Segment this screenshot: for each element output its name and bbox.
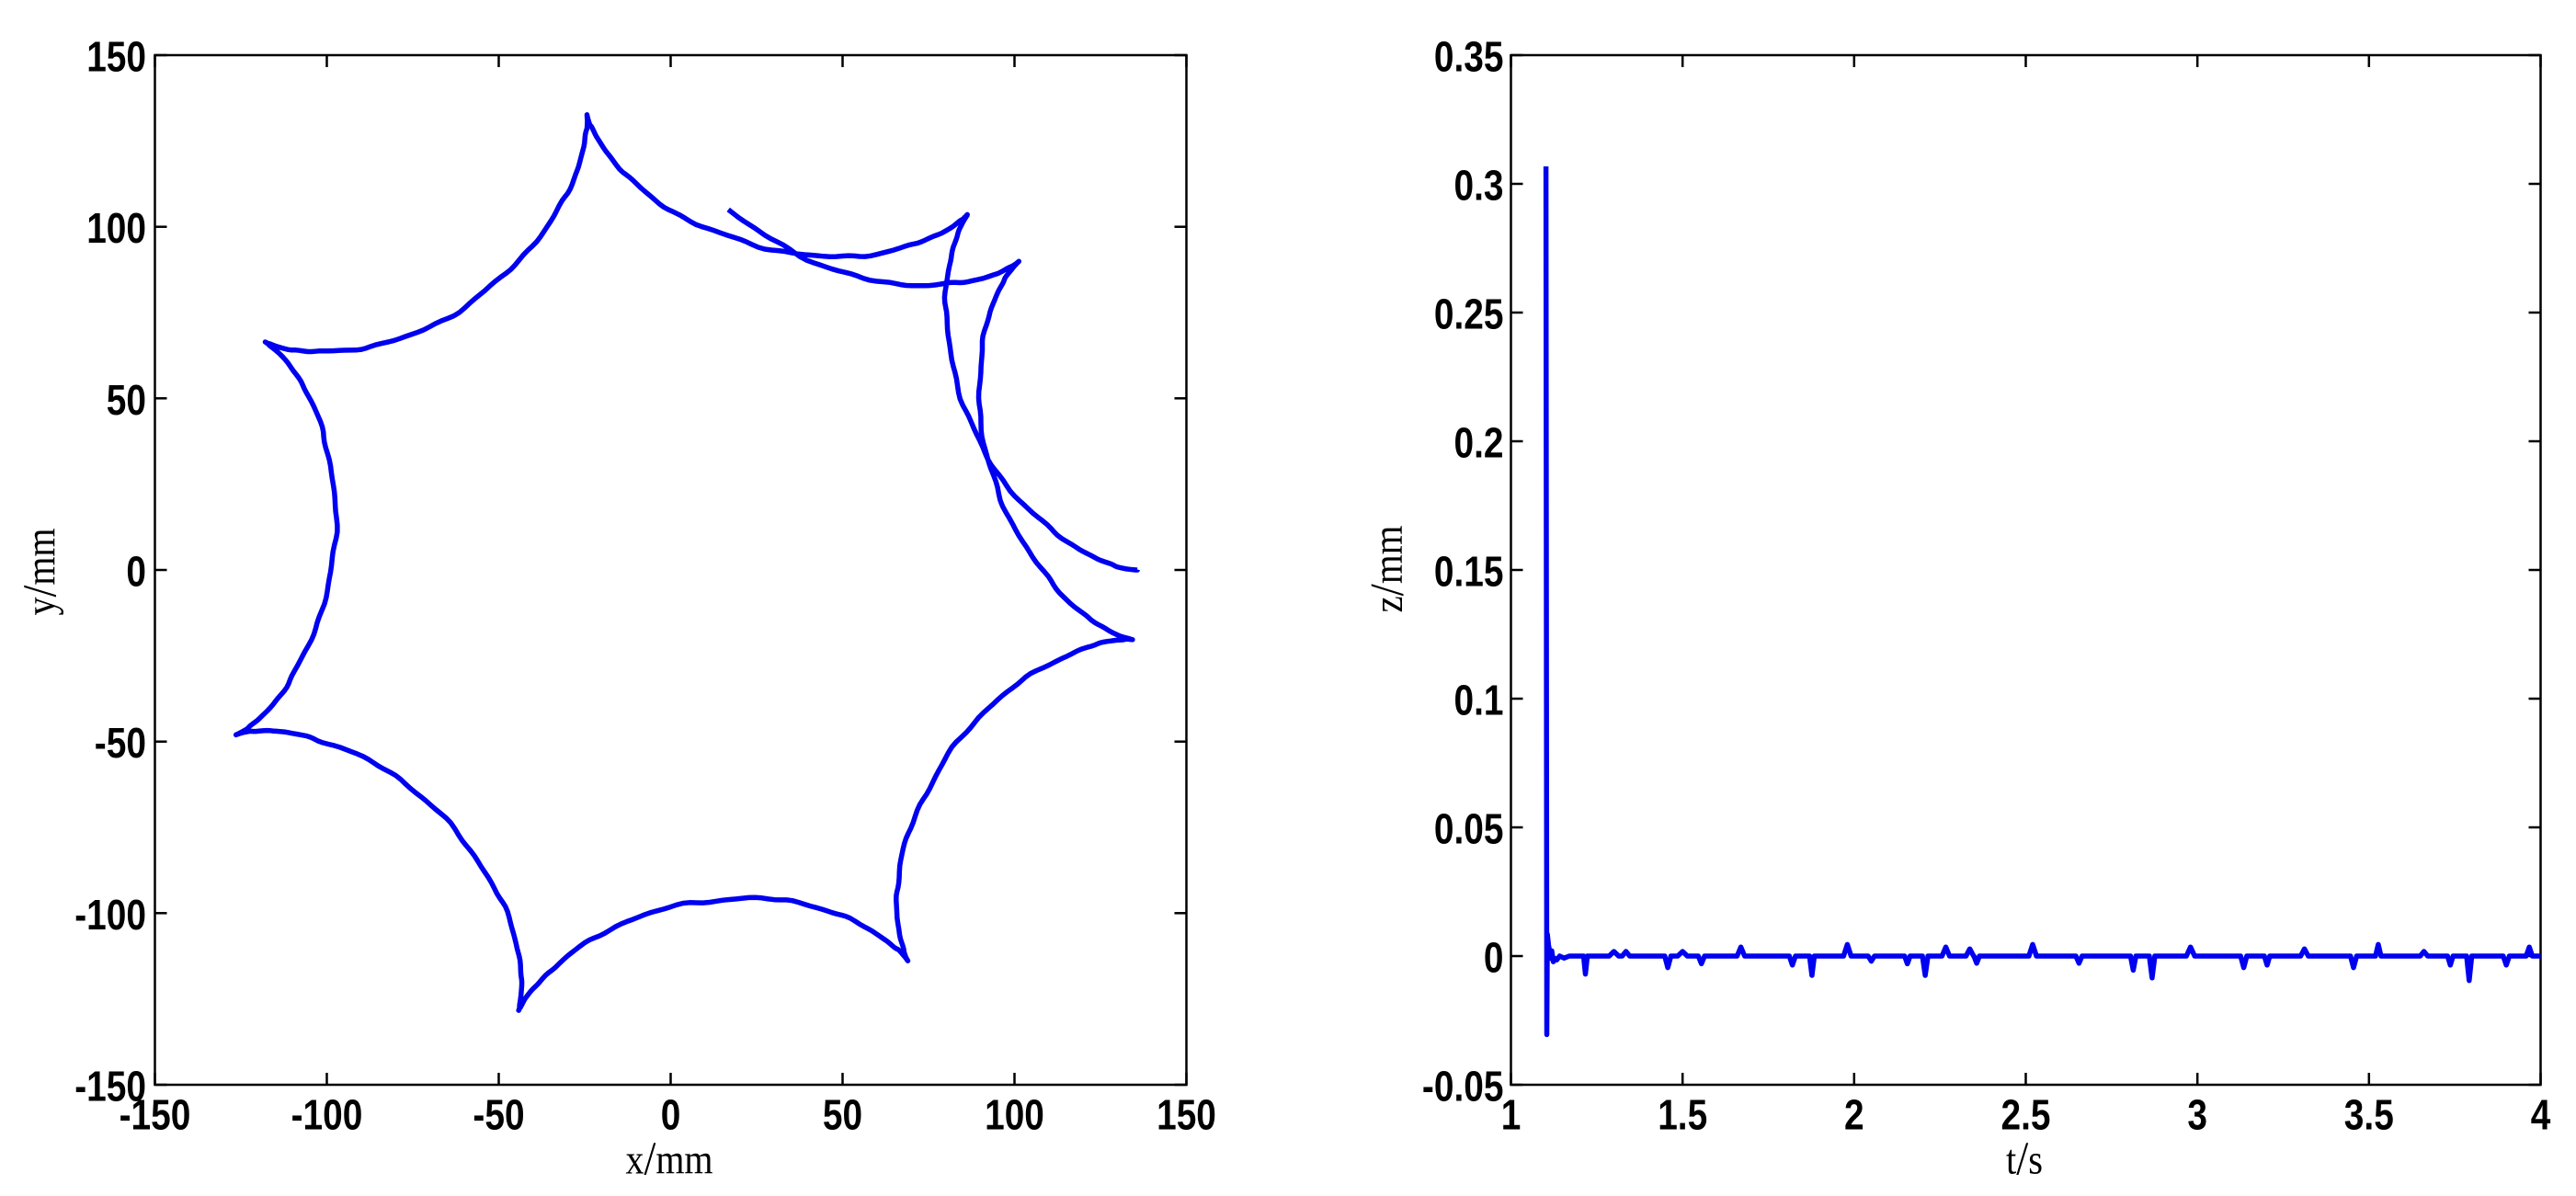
svg-text:2: 2 bbox=[1844, 1091, 1864, 1139]
svg-text:0.05: 0.05 bbox=[1434, 805, 1504, 853]
svg-text:3: 3 bbox=[2187, 1091, 2207, 1139]
svg-text:z/mm: z/mm bbox=[1362, 526, 1414, 613]
svg-text:150: 150 bbox=[1157, 1091, 1216, 1139]
svg-text:0: 0 bbox=[126, 548, 146, 596]
svg-text:50: 50 bbox=[823, 1091, 862, 1139]
svg-text:-0.05: -0.05 bbox=[1422, 1063, 1504, 1111]
svg-text:50: 50 bbox=[107, 376, 146, 424]
svg-text:4: 4 bbox=[2531, 1091, 2551, 1139]
svg-text:0.25: 0.25 bbox=[1434, 290, 1504, 338]
svg-text:0.15: 0.15 bbox=[1434, 548, 1504, 596]
svg-text:1.5: 1.5 bbox=[1658, 1091, 1707, 1139]
svg-text:-150: -150 bbox=[74, 1063, 146, 1111]
svg-text:0.35: 0.35 bbox=[1434, 33, 1504, 81]
svg-text:150: 150 bbox=[86, 33, 146, 81]
svg-text:0.3: 0.3 bbox=[1454, 162, 1504, 210]
svg-text:0.1: 0.1 bbox=[1454, 677, 1504, 724]
svg-text:t/s: t/s bbox=[2006, 1133, 2043, 1186]
svg-text:-100: -100 bbox=[291, 1091, 363, 1139]
svg-text:0: 0 bbox=[661, 1091, 681, 1139]
svg-text:y/mm: y/mm bbox=[15, 529, 67, 616]
svg-text:-50: -50 bbox=[95, 719, 146, 767]
svg-text:3.5: 3.5 bbox=[2344, 1091, 2394, 1139]
svg-text:2.5: 2.5 bbox=[2001, 1091, 2051, 1139]
svg-text:0: 0 bbox=[1484, 934, 1504, 982]
svg-text:0.2: 0.2 bbox=[1454, 419, 1504, 467]
svg-text:-150: -150 bbox=[120, 1091, 191, 1139]
svg-text:-100: -100 bbox=[74, 891, 146, 939]
svg-text:100: 100 bbox=[86, 204, 146, 252]
svg-text:x/mm: x/mm bbox=[626, 1133, 713, 1186]
svg-text:100: 100 bbox=[985, 1091, 1044, 1139]
svg-text:1: 1 bbox=[1501, 1091, 1522, 1139]
svg-text:-50: -50 bbox=[473, 1091, 524, 1139]
